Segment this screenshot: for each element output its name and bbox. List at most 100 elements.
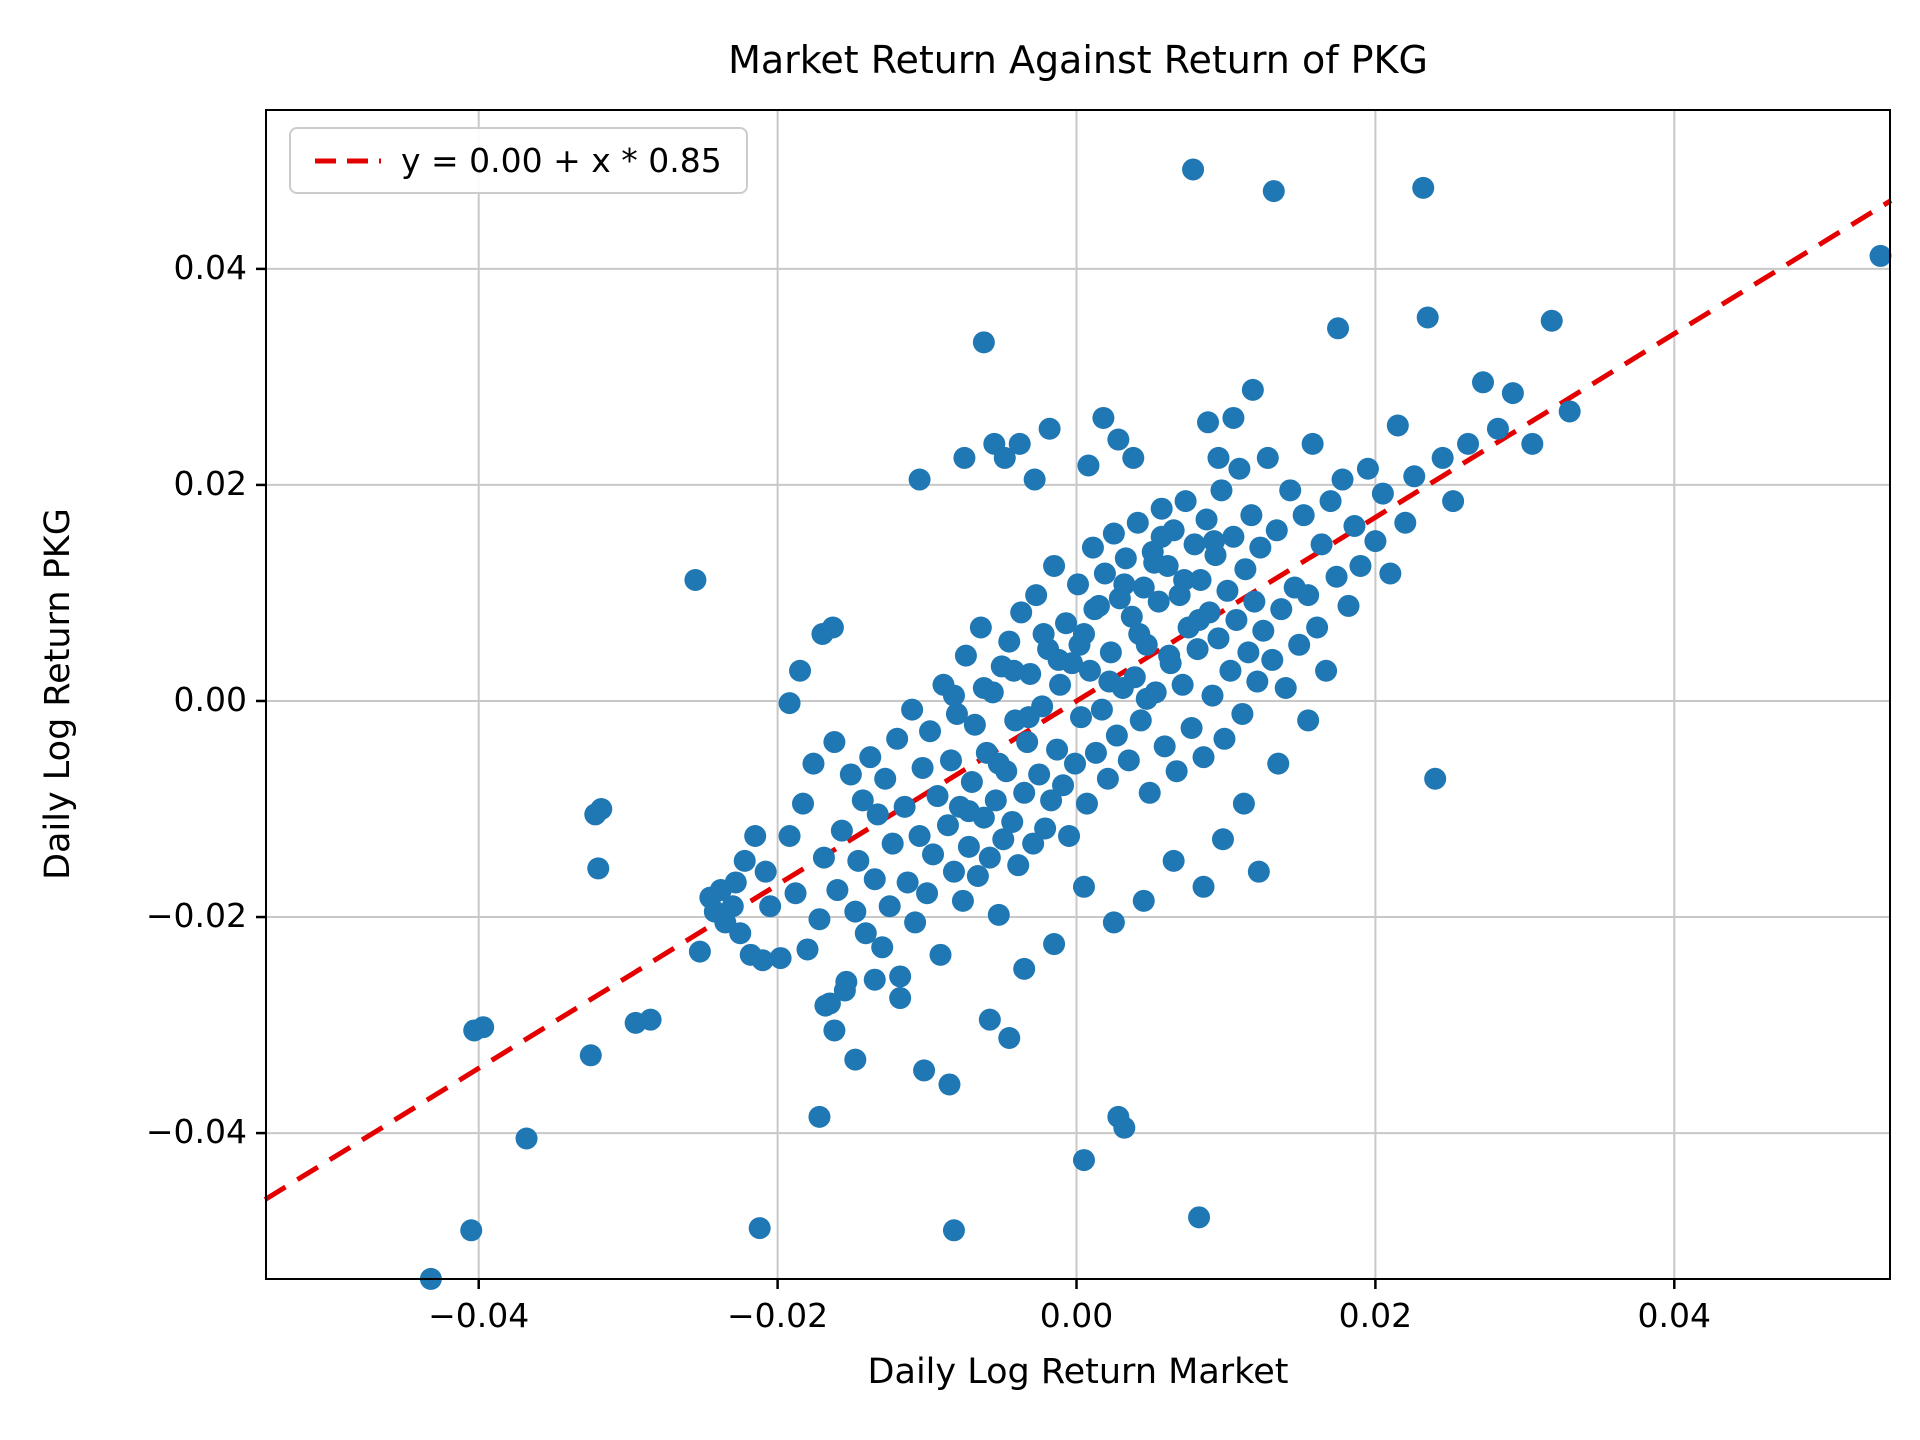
scatter-point — [1122, 446, 1145, 469]
scatter-point — [998, 1027, 1021, 1050]
scatter-point — [1297, 584, 1320, 607]
scatter-point — [1412, 176, 1435, 199]
scatter-point — [1243, 590, 1266, 613]
scatter-point — [833, 979, 856, 1002]
scatter-point — [1150, 497, 1173, 520]
scatter-point — [1032, 623, 1055, 646]
scatter-point — [1064, 752, 1087, 775]
scatter-point — [1216, 579, 1239, 602]
scatter-point — [987, 903, 1010, 926]
scatter-point — [1084, 741, 1107, 764]
scatter-point — [969, 616, 992, 639]
scatter-point — [993, 446, 1016, 469]
scatter-point — [942, 684, 965, 707]
scatter-point — [808, 1105, 831, 1128]
scatter-point — [957, 800, 980, 823]
scatter-point — [938, 1073, 961, 1096]
scatter-point — [1135, 687, 1158, 710]
scatter-point — [1002, 659, 1025, 682]
scatter-point — [908, 468, 931, 491]
scatter-point — [866, 803, 889, 826]
scatter-point — [1207, 627, 1230, 650]
scatter-point — [1288, 633, 1311, 656]
scatter-point — [724, 871, 747, 894]
scatter-point — [823, 731, 846, 754]
scatter-point — [1343, 514, 1366, 537]
scatter-point — [913, 1059, 936, 1082]
scatter-point — [998, 630, 1021, 653]
y-tick-label: −0.04 — [145, 1112, 247, 1152]
scatter-point — [936, 814, 959, 837]
scatter-point — [1319, 490, 1342, 513]
scatter-point — [1158, 644, 1181, 667]
scatter-point — [939, 749, 962, 772]
scatter-point — [1123, 666, 1146, 689]
scatter-point — [1234, 558, 1257, 581]
scatter-point — [847, 849, 870, 872]
scatter-point — [1222, 406, 1245, 429]
scatter-point — [1249, 536, 1272, 559]
scatter-point — [814, 994, 837, 1017]
x-tick-label: −0.04 — [428, 1296, 530, 1335]
scatter-point — [1017, 706, 1040, 729]
scatter-point — [1055, 612, 1078, 635]
scatter-point — [1072, 1149, 1095, 1172]
scatter-point — [1247, 860, 1270, 883]
scatter-point — [1457, 432, 1480, 455]
scatter-point — [684, 568, 707, 591]
scatter-point — [1023, 468, 1046, 491]
scatter-point — [1192, 875, 1215, 898]
scatter-point — [759, 895, 782, 918]
scatter-point — [1241, 378, 1264, 401]
scatter-point — [1225, 608, 1248, 631]
scatter-point — [744, 825, 767, 848]
scatter-point — [1213, 727, 1236, 750]
legend-dashed-line-sample — [315, 158, 381, 163]
scatter-point — [1301, 432, 1324, 455]
scatter-point — [957, 835, 980, 858]
scatter-plot — [256, 109, 1893, 1290]
scatter-point — [1114, 547, 1137, 570]
scatter-point — [1279, 479, 1302, 502]
scatter-point — [916, 882, 939, 905]
scatter-point — [889, 987, 912, 1010]
scatter-point — [984, 789, 1007, 812]
scatter-point — [789, 659, 812, 682]
scatter-point — [953, 446, 976, 469]
scatter-point — [881, 832, 904, 855]
scatter-point — [748, 1217, 771, 1240]
scatter-point — [1188, 1206, 1211, 1229]
scatter-point — [1132, 889, 1155, 912]
scatter-point — [579, 1044, 602, 1067]
scatter-point — [1222, 525, 1245, 548]
scatter-point — [1252, 619, 1275, 642]
scatter-point — [1150, 525, 1173, 548]
scatter-point — [1016, 731, 1039, 754]
scatter-point — [1128, 623, 1151, 646]
scatter-point — [1379, 562, 1402, 585]
scatter-point — [1107, 428, 1130, 451]
scatter-point — [1349, 554, 1372, 577]
scatter-point — [844, 1048, 867, 1071]
scatter-point — [1292, 504, 1315, 527]
scatter-point — [1267, 752, 1290, 775]
scatter-point — [1558, 400, 1581, 423]
scatter-point — [942, 860, 965, 883]
scatter-point — [871, 936, 894, 959]
legend-label: y = 0.00 + x * 0.85 — [401, 141, 722, 180]
scatter-point — [1040, 789, 1063, 812]
scatter-point — [1025, 584, 1048, 607]
scatter-point — [1325, 565, 1348, 588]
scatter-point — [1371, 482, 1394, 505]
scatter-point — [1202, 530, 1225, 553]
scatter-point — [639, 1008, 662, 1031]
plot-area — [256, 109, 1893, 1290]
scatter-point — [1188, 608, 1211, 631]
scatter-point — [1138, 781, 1161, 804]
scatter-point — [733, 849, 756, 872]
scatter-point — [1090, 698, 1113, 721]
scatter-point — [515, 1127, 538, 1150]
scatter-point — [1403, 465, 1426, 488]
scatter-point — [1098, 670, 1121, 693]
scatter-point — [908, 825, 931, 848]
